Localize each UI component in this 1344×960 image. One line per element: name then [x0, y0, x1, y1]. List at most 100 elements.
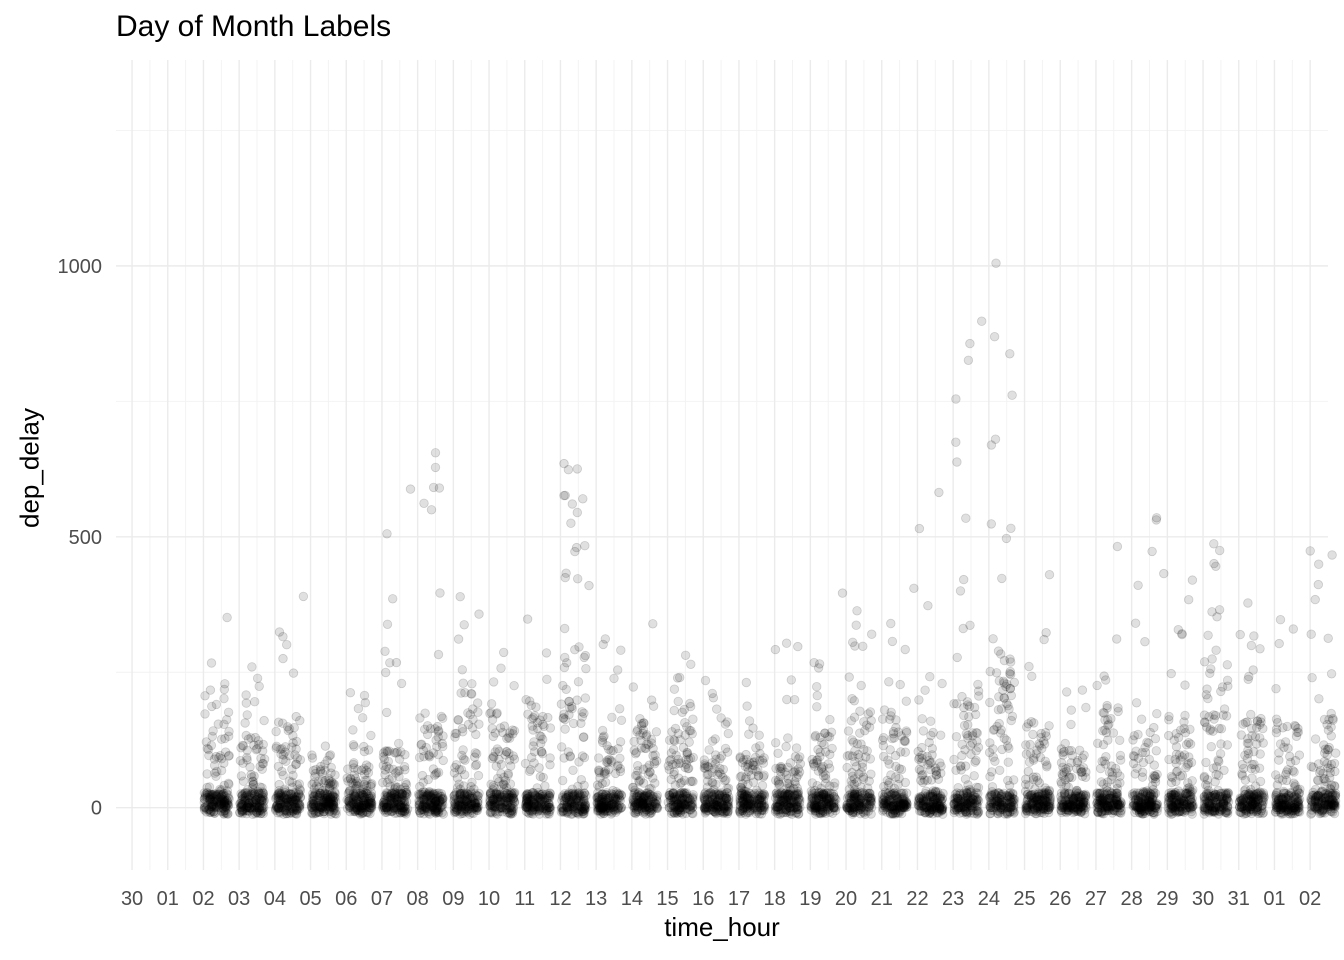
data-point	[580, 693, 591, 703]
data-point	[216, 799, 227, 809]
data-point	[924, 737, 934, 748]
data-point	[275, 808, 285, 818]
data-point	[219, 798, 230, 808]
data-point	[1075, 797, 1086, 807]
data-point	[289, 723, 299, 733]
data-point	[282, 795, 292, 805]
data-point	[247, 809, 258, 819]
data-point	[487, 723, 497, 734]
data-point	[488, 731, 499, 742]
data-point	[215, 799, 226, 810]
data-point	[629, 736, 639, 747]
data-point	[247, 783, 258, 793]
data-point	[926, 775, 937, 785]
data-point	[648, 619, 658, 629]
data-point	[960, 761, 971, 771]
data-point	[276, 802, 287, 813]
data-point	[971, 782, 982, 793]
data-point	[220, 802, 231, 812]
data-point	[213, 719, 224, 729]
data-point	[307, 750, 317, 760]
data-point	[213, 789, 223, 800]
data-point	[249, 789, 260, 799]
data-point	[223, 793, 234, 803]
data-point	[707, 736, 718, 746]
data-point	[560, 623, 570, 634]
data-point	[273, 761, 284, 772]
data-point	[1041, 628, 1051, 638]
data-point	[224, 779, 234, 790]
data-point	[455, 592, 465, 602]
data-point	[794, 767, 805, 777]
data-point	[220, 808, 230, 818]
data-point	[207, 797, 217, 808]
data-point	[222, 612, 232, 623]
data-point	[856, 680, 866, 691]
data-point	[858, 641, 868, 652]
data-point	[431, 735, 441, 745]
data-point	[257, 796, 267, 806]
data-point	[289, 795, 299, 805]
data-point	[242, 788, 253, 798]
data-point	[199, 805, 210, 815]
data-point	[535, 715, 545, 725]
data-point	[255, 800, 265, 810]
data-point	[254, 805, 265, 816]
data-point	[213, 798, 223, 808]
data-point	[346, 774, 356, 784]
data-point	[353, 703, 364, 714]
data-point	[952, 457, 962, 467]
data-point	[289, 788, 299, 798]
data-point	[276, 800, 286, 810]
data-point	[809, 802, 819, 813]
x-axis-title: time_hour	[664, 912, 780, 942]
data-point	[243, 734, 254, 744]
data-point	[275, 795, 286, 806]
data-point	[1003, 701, 1013, 711]
data-point	[258, 788, 269, 798]
data-point	[274, 779, 284, 790]
data-point	[794, 804, 804, 815]
data-point	[824, 791, 835, 801]
data-point	[1067, 800, 1078, 810]
data-point	[419, 794, 429, 805]
data-point	[199, 794, 210, 804]
data-point	[240, 792, 250, 802]
data-point	[645, 767, 655, 777]
data-point	[208, 800, 219, 810]
data-point	[568, 765, 578, 776]
data-point	[239, 806, 250, 816]
data-point	[214, 752, 224, 763]
data-point	[238, 807, 248, 817]
data-point	[285, 789, 296, 799]
data-point	[220, 802, 231, 812]
data-point	[949, 754, 959, 765]
data-point	[1024, 780, 1034, 790]
data-point	[251, 798, 262, 808]
data-point	[242, 802, 252, 812]
data-point	[523, 709, 533, 719]
data-point	[364, 762, 374, 772]
data-point	[241, 809, 252, 819]
data-point	[531, 702, 541, 712]
data-point	[292, 753, 303, 763]
data-point	[488, 781, 499, 791]
data-point	[781, 741, 791, 752]
data-point	[208, 802, 219, 812]
data-point	[770, 644, 781, 655]
data-point	[222, 809, 233, 819]
data-point	[776, 763, 786, 773]
data-point	[223, 790, 233, 800]
data-point	[807, 754, 817, 765]
data-point	[214, 799, 224, 810]
data-point	[205, 793, 216, 804]
data-point	[222, 795, 233, 806]
data-point	[949, 699, 959, 709]
data-point	[209, 760, 220, 771]
data-point	[468, 704, 478, 714]
data-point	[353, 799, 363, 810]
data-point	[914, 523, 925, 534]
data-point	[474, 609, 484, 619]
data-point	[237, 740, 248, 751]
data-point	[866, 796, 876, 807]
